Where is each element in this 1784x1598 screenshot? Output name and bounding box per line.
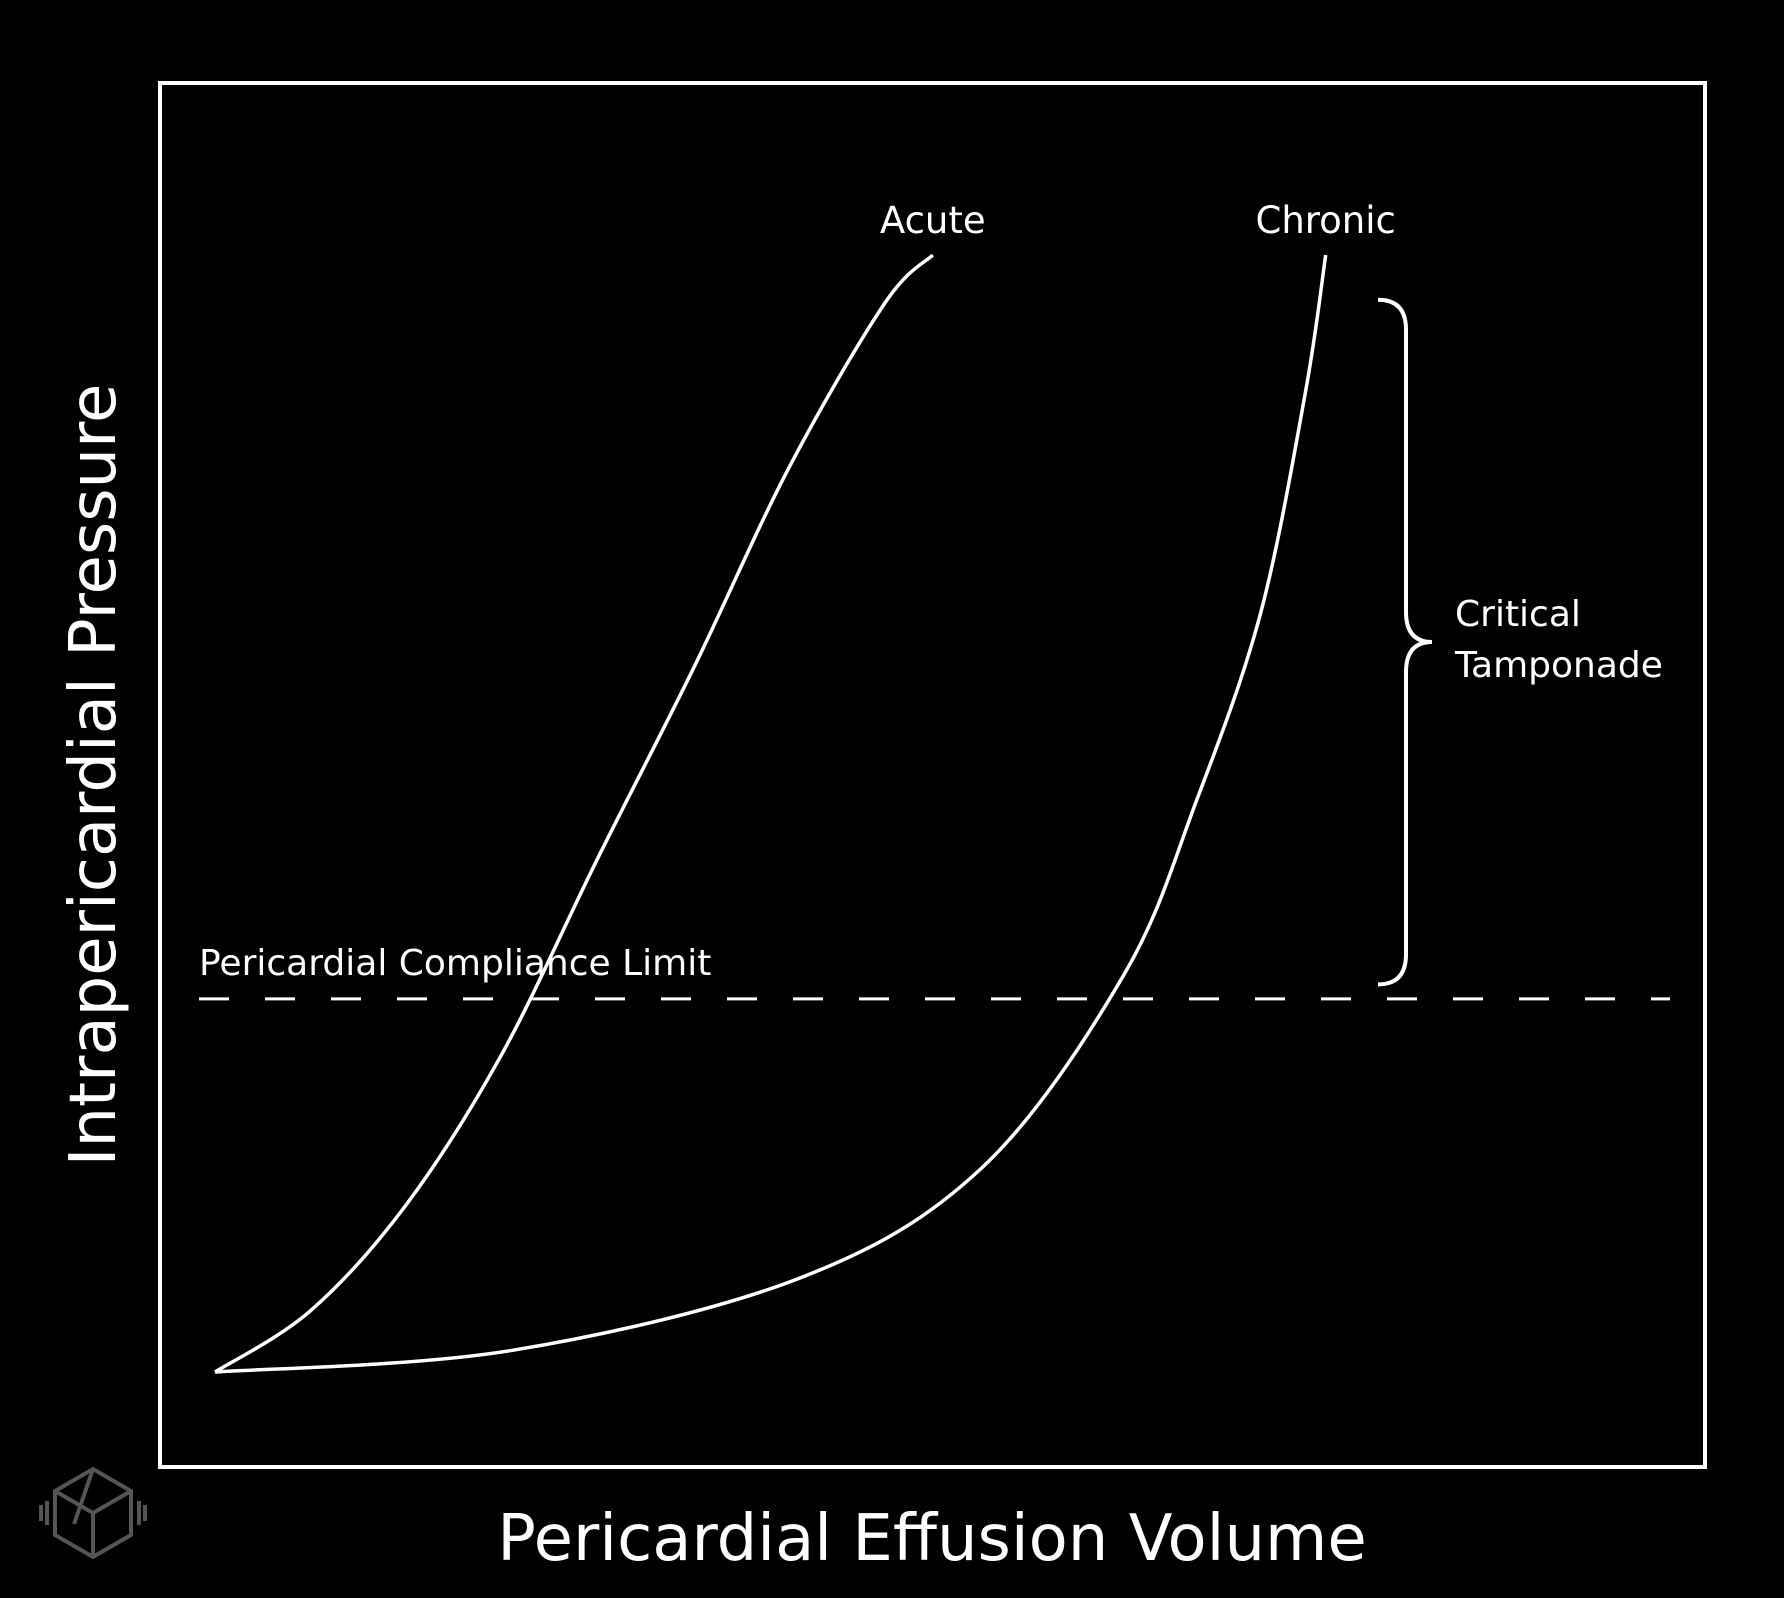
y-axis-label: Intrapericardial Pressure — [57, 384, 131, 1167]
compliance-limit-label: Pericardial Compliance Limit — [199, 943, 711, 984]
critical-tamponade-label-line1: Critical — [1455, 594, 1581, 635]
plot-frame — [158, 81, 1707, 1469]
series-line-chronic — [214, 254, 1328, 1374]
series-label-chronic: Chronic — [1255, 199, 1395, 242]
critical-tamponade-label-line2: Tamponade — [1454, 645, 1663, 686]
series-label-acute: Acute — [880, 199, 986, 242]
series-line-acute — [214, 253, 935, 1374]
tamponade-brace — [1377, 297, 1433, 987]
x-axis-label: Pericardial Effusion Volume — [497, 1502, 1366, 1576]
cube-logo-icon — [39, 1466, 147, 1560]
